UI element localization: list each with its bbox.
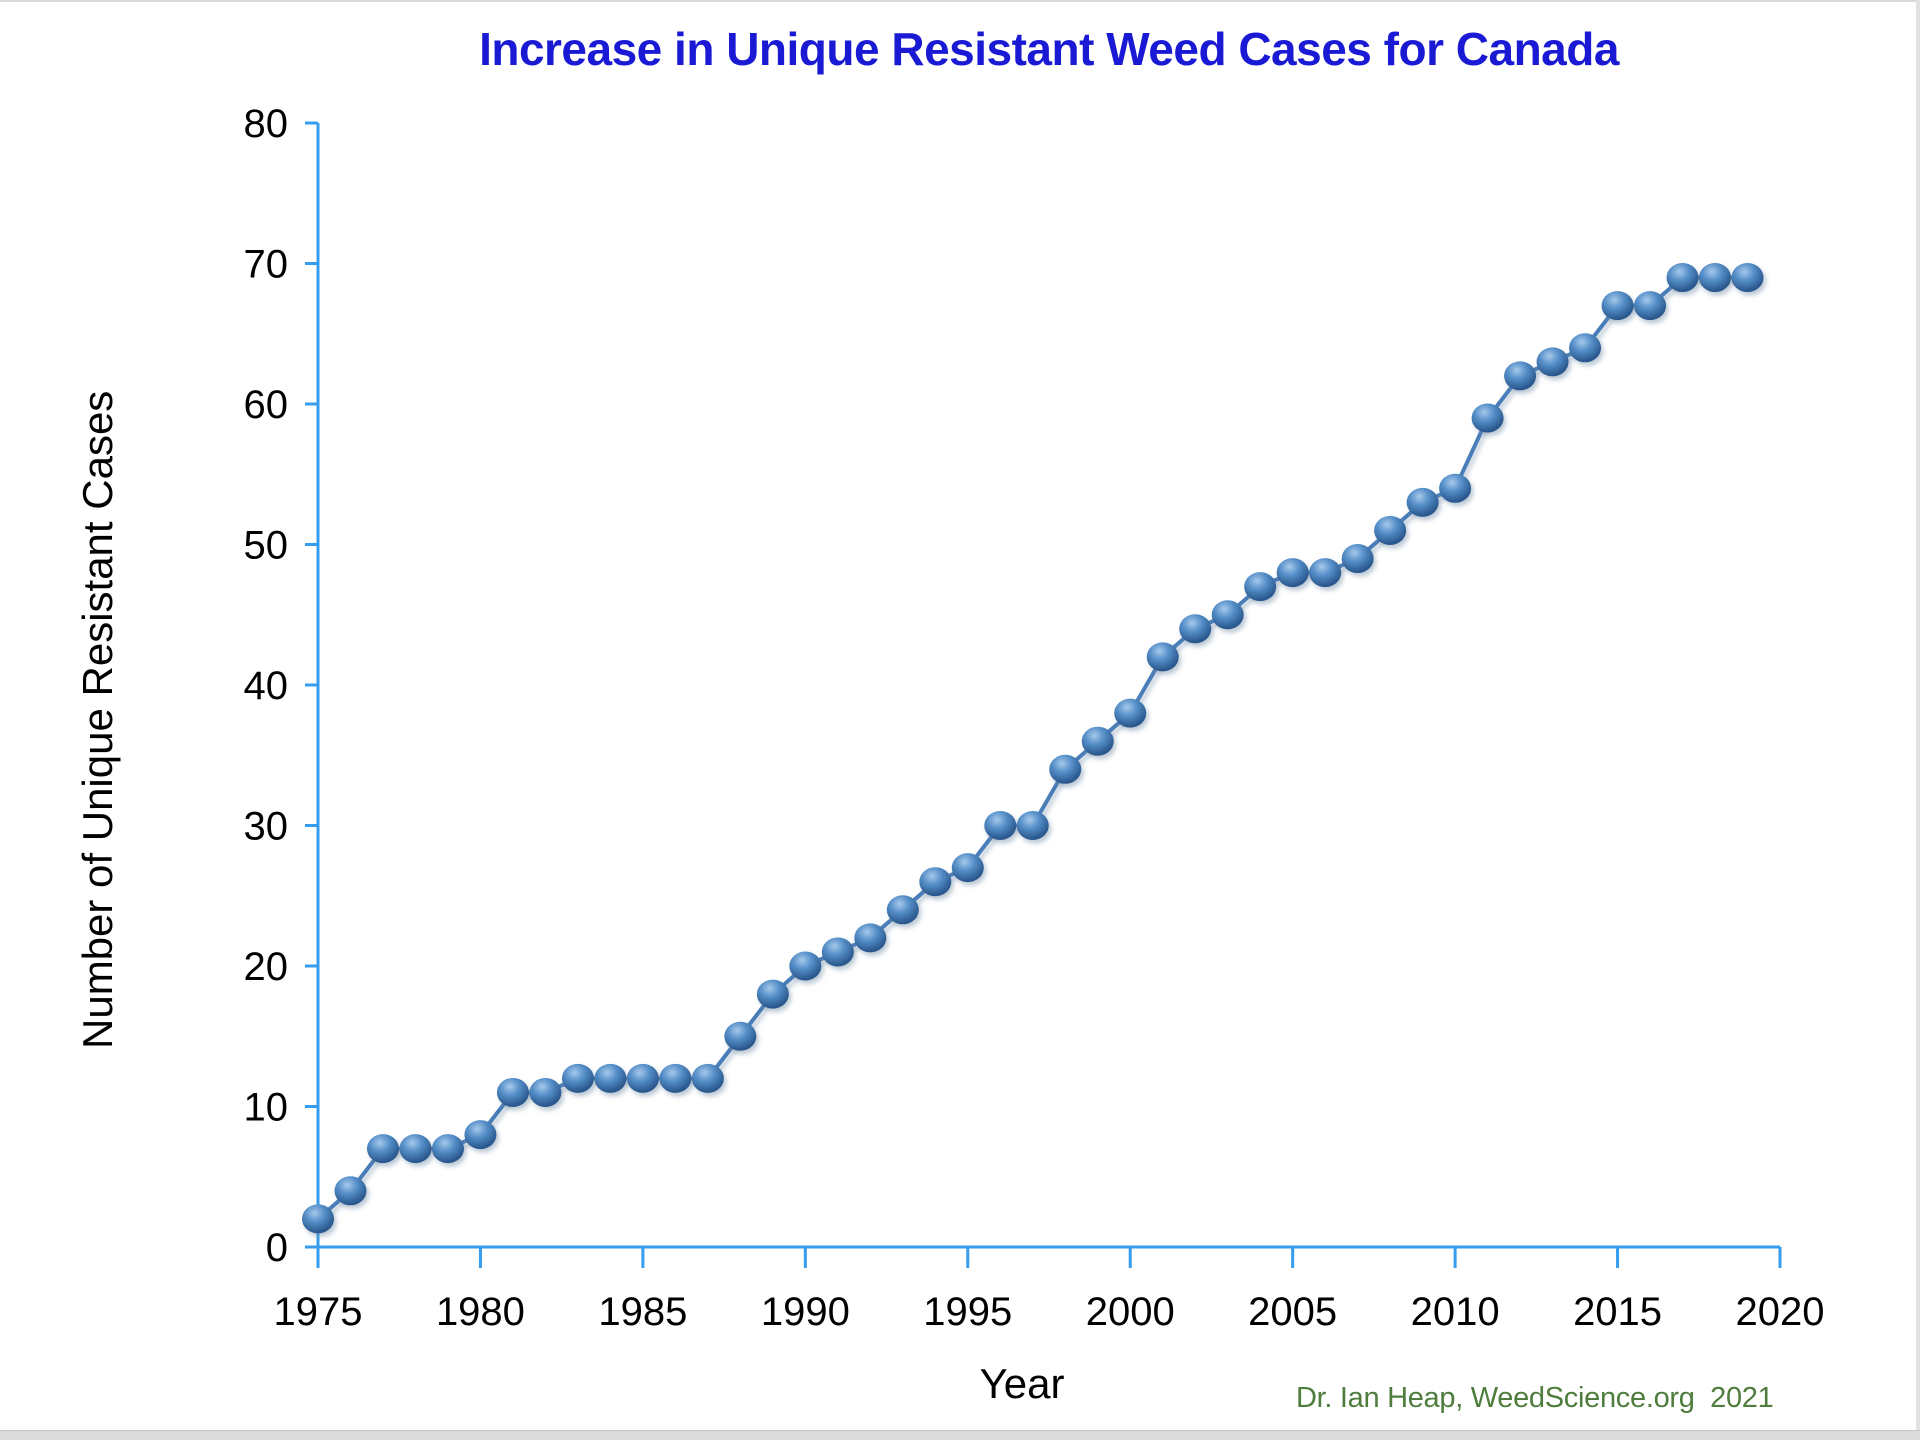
- y-tick-label: 70: [244, 243, 289, 287]
- page-right-border: [1916, 0, 1920, 1440]
- x-tick-label: 1985: [598, 1290, 687, 1334]
- y-tick-label: 20: [244, 945, 289, 989]
- data-point-1991: [821, 937, 854, 967]
- x-tick-label: 2015: [1573, 1290, 1662, 1334]
- data-point-1995: [951, 853, 984, 883]
- data-point-2015: [1601, 291, 1634, 321]
- data-point-2013: [1536, 347, 1569, 377]
- data-point-2011: [1471, 403, 1504, 433]
- y-tick-label: 40: [244, 664, 289, 708]
- data-point-1994: [919, 867, 952, 897]
- data-point-2009: [1406, 487, 1439, 517]
- data-point-1981: [496, 1077, 529, 1107]
- data-point-1989: [756, 979, 789, 1009]
- data-point-1976: [334, 1176, 367, 1206]
- data-point-2005: [1276, 558, 1309, 588]
- attribution-text: Dr. Ian Heap, WeedScience.org 2021: [1296, 1382, 1774, 1414]
- data-point-2010: [1439, 473, 1472, 503]
- data-point-2014: [1569, 333, 1602, 363]
- data-point-1977: [366, 1134, 399, 1164]
- data-point-1993: [886, 895, 919, 925]
- y-tick-label: 60: [244, 383, 289, 427]
- data-point-1998: [1049, 754, 1082, 784]
- data-point-1985: [626, 1063, 659, 1093]
- data-point-1978: [399, 1134, 432, 1164]
- data-point-1975: [302, 1204, 334, 1234]
- data-point-1992: [854, 923, 887, 953]
- data-point-2007: [1341, 544, 1374, 574]
- y-tick-label: 10: [244, 1086, 289, 1130]
- data-point-2006: [1309, 558, 1342, 588]
- data-point-2002: [1179, 614, 1212, 644]
- page-bottom-border: [0, 1430, 1920, 1440]
- x-tick-label: 1990: [761, 1290, 850, 1334]
- data-point-1990: [789, 951, 822, 981]
- data-point-1987: [691, 1063, 724, 1093]
- data-point-2019: [1731, 263, 1764, 293]
- data-point-1999: [1081, 726, 1114, 756]
- x-tick-label: 1995: [923, 1290, 1012, 1334]
- data-point-1983: [561, 1063, 594, 1093]
- data-point-2012: [1504, 361, 1537, 391]
- x-tick-label: 1980: [436, 1290, 525, 1334]
- y-tick-label: 0: [266, 1226, 288, 1270]
- data-point-2018: [1699, 263, 1732, 293]
- data-point-1982: [529, 1077, 562, 1107]
- x-tick-label: 2005: [1248, 1290, 1337, 1334]
- data-point-1980: [464, 1120, 497, 1150]
- x-axis-title: Year: [979, 1360, 1065, 1407]
- data-point-2017: [1666, 263, 1699, 293]
- x-tick-label: 2000: [1086, 1290, 1175, 1334]
- data-point-1984: [594, 1063, 627, 1093]
- data-point-2000: [1114, 698, 1147, 728]
- data-point-2016: [1634, 291, 1667, 321]
- data-point-1979: [431, 1134, 464, 1164]
- x-tick-label: 1975: [274, 1290, 363, 1334]
- series-line: [316, 275, 1748, 1221]
- data-point-1988: [724, 1021, 757, 1051]
- y-tick-label: 80: [244, 102, 289, 146]
- y-tick-label: 30: [244, 805, 289, 849]
- data-point-2001: [1146, 642, 1179, 672]
- x-tick-label: 2010: [1411, 1290, 1500, 1334]
- y-tick-label: 50: [244, 524, 289, 568]
- data-point-2003: [1211, 600, 1244, 630]
- page-top-border: [0, 0, 1920, 2]
- data-point-1996: [984, 811, 1017, 840]
- data-point-2008: [1374, 515, 1407, 545]
- data-point-1986: [659, 1063, 692, 1093]
- data-point-2004: [1244, 572, 1277, 602]
- chart-title: Increase in Unique Resistant Weed Cases …: [479, 23, 1619, 75]
- x-tick-label: 2020: [1736, 1290, 1825, 1334]
- data-point-1997: [1016, 811, 1049, 840]
